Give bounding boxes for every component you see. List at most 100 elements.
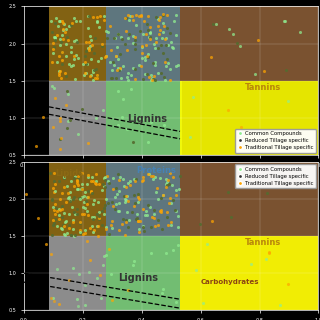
Point	[90, 69, 95, 74]
Point	[87, 33, 92, 38]
Point	[125, 12, 131, 17]
Point	[51, 204, 56, 209]
Point	[173, 192, 178, 197]
Point	[124, 219, 129, 224]
Point	[135, 218, 140, 223]
Point	[124, 28, 129, 33]
Point	[133, 177, 139, 182]
Point	[71, 184, 76, 189]
Point	[148, 36, 153, 41]
Point	[56, 217, 61, 222]
Point	[188, 135, 193, 140]
Point	[164, 12, 169, 17]
Point	[121, 193, 126, 198]
Point	[54, 208, 60, 213]
Point	[109, 226, 114, 231]
Point	[171, 18, 176, 23]
Point	[95, 212, 100, 217]
Point	[283, 67, 288, 72]
Point	[208, 54, 213, 60]
Point	[92, 197, 97, 202]
Point	[143, 31, 148, 36]
Point	[53, 216, 58, 221]
Point	[116, 228, 122, 233]
Point	[61, 231, 66, 236]
Point	[141, 225, 146, 230]
Point	[40, 114, 45, 119]
Point	[90, 214, 95, 220]
Point	[62, 30, 67, 35]
Point	[228, 214, 233, 220]
Point	[164, 180, 169, 185]
Point	[113, 194, 118, 199]
Point	[132, 76, 138, 82]
Point	[172, 208, 178, 213]
Point	[68, 22, 74, 28]
Point	[57, 179, 62, 184]
Point	[59, 50, 64, 55]
Point	[103, 227, 108, 232]
Point	[148, 120, 153, 125]
Point	[82, 193, 87, 198]
Point	[57, 115, 62, 120]
Point	[72, 76, 77, 82]
Point	[153, 77, 158, 82]
Point	[82, 302, 87, 307]
Point	[154, 189, 159, 195]
Point	[66, 194, 71, 199]
Point	[153, 62, 158, 67]
Bar	[49, 162, 107, 236]
Point	[159, 195, 164, 200]
Point	[163, 177, 168, 182]
Point	[87, 44, 92, 49]
Point	[122, 196, 127, 202]
Point	[148, 30, 153, 35]
Point	[55, 23, 60, 28]
Point	[157, 28, 162, 33]
Point	[70, 62, 75, 67]
Point	[156, 45, 161, 51]
Point	[86, 13, 91, 18]
Point	[120, 222, 125, 227]
Point	[51, 208, 56, 213]
Point	[59, 19, 64, 24]
Point	[109, 68, 114, 73]
Point	[52, 37, 57, 42]
Point	[74, 37, 79, 43]
Point	[111, 187, 116, 192]
Point	[79, 186, 84, 191]
Point	[160, 192, 165, 197]
Point	[82, 72, 87, 77]
Point	[63, 26, 68, 31]
Point	[230, 32, 236, 37]
Point	[58, 137, 63, 142]
Point	[63, 74, 68, 79]
Point	[78, 196, 83, 201]
Point	[58, 225, 63, 230]
Point	[90, 178, 95, 183]
Point	[239, 124, 244, 129]
Point	[68, 50, 73, 55]
Point	[158, 210, 163, 215]
Point	[175, 224, 180, 229]
Point	[160, 20, 165, 26]
Point	[80, 171, 85, 176]
Point	[164, 209, 169, 214]
Point	[71, 194, 76, 199]
Point	[83, 206, 88, 211]
Point	[95, 233, 100, 238]
Point	[74, 178, 79, 183]
Bar	[107, 81, 180, 155]
Point	[111, 203, 116, 208]
Point	[85, 181, 90, 187]
Point	[79, 211, 84, 216]
Legend: Common Compounds, Reduced Tillage specific, Traditional Tillage specific: Common Compounds, Reduced Tillage specif…	[235, 129, 316, 153]
Point	[266, 251, 271, 256]
Point	[52, 36, 58, 41]
Point	[134, 212, 140, 217]
Point	[139, 43, 144, 48]
Point	[122, 42, 127, 47]
Point	[173, 300, 179, 305]
Point	[60, 61, 65, 67]
Point	[112, 62, 117, 68]
